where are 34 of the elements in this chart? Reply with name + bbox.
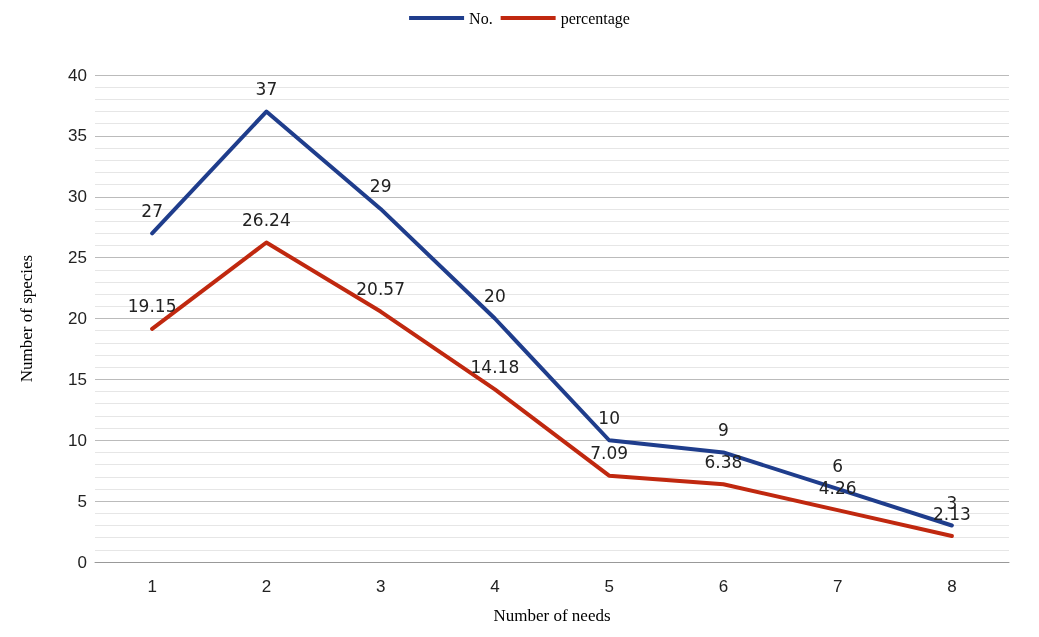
data-label: 6 <box>832 456 844 477</box>
data-label: 7.09 <box>590 443 629 464</box>
y-axis-title: Number of species <box>17 254 36 383</box>
data-label: 26.24 <box>242 210 291 231</box>
legend-label: percentage <box>560 9 630 28</box>
data-label: 10 <box>598 407 620 428</box>
data-label: 27 <box>141 200 163 221</box>
x-tick-label: 6 <box>718 577 729 596</box>
data-label: 9 <box>717 419 729 440</box>
x-tick-label: 8 <box>947 577 957 596</box>
x-tick-label: 7 <box>832 577 843 596</box>
legend-label: No. <box>469 9 493 27</box>
y-tick-label: 10 <box>68 430 87 450</box>
y-tick-label: 25 <box>68 248 87 268</box>
data-label: 20 <box>484 286 506 306</box>
x-tick-label: 4 <box>490 577 500 596</box>
x-tick-label: 5 <box>604 577 614 596</box>
y-tick-label: 20 <box>68 309 87 328</box>
data-label: 19.15 <box>127 296 177 317</box>
y-tick-label: 5 <box>77 491 87 511</box>
x-axis-title: Number of needs <box>493 606 611 625</box>
x-tick-label: 1 <box>147 577 157 596</box>
y-tick-label: 35 <box>68 126 87 146</box>
x-tick-label: 3 <box>375 577 386 596</box>
y-tick-label: 15 <box>68 369 87 389</box>
data-label: 20.57 <box>356 279 405 300</box>
data-label: 6.38 <box>704 451 743 472</box>
data-label: 14.18 <box>470 356 520 377</box>
y-tick-label: 0 <box>77 552 87 572</box>
y-tick-label: 40 <box>68 65 87 85</box>
data-label: 37 <box>255 79 278 100</box>
data-label: 29 <box>369 176 392 197</box>
x-tick-label: 2 <box>261 577 272 596</box>
y-tick-label: 30 <box>68 187 87 207</box>
